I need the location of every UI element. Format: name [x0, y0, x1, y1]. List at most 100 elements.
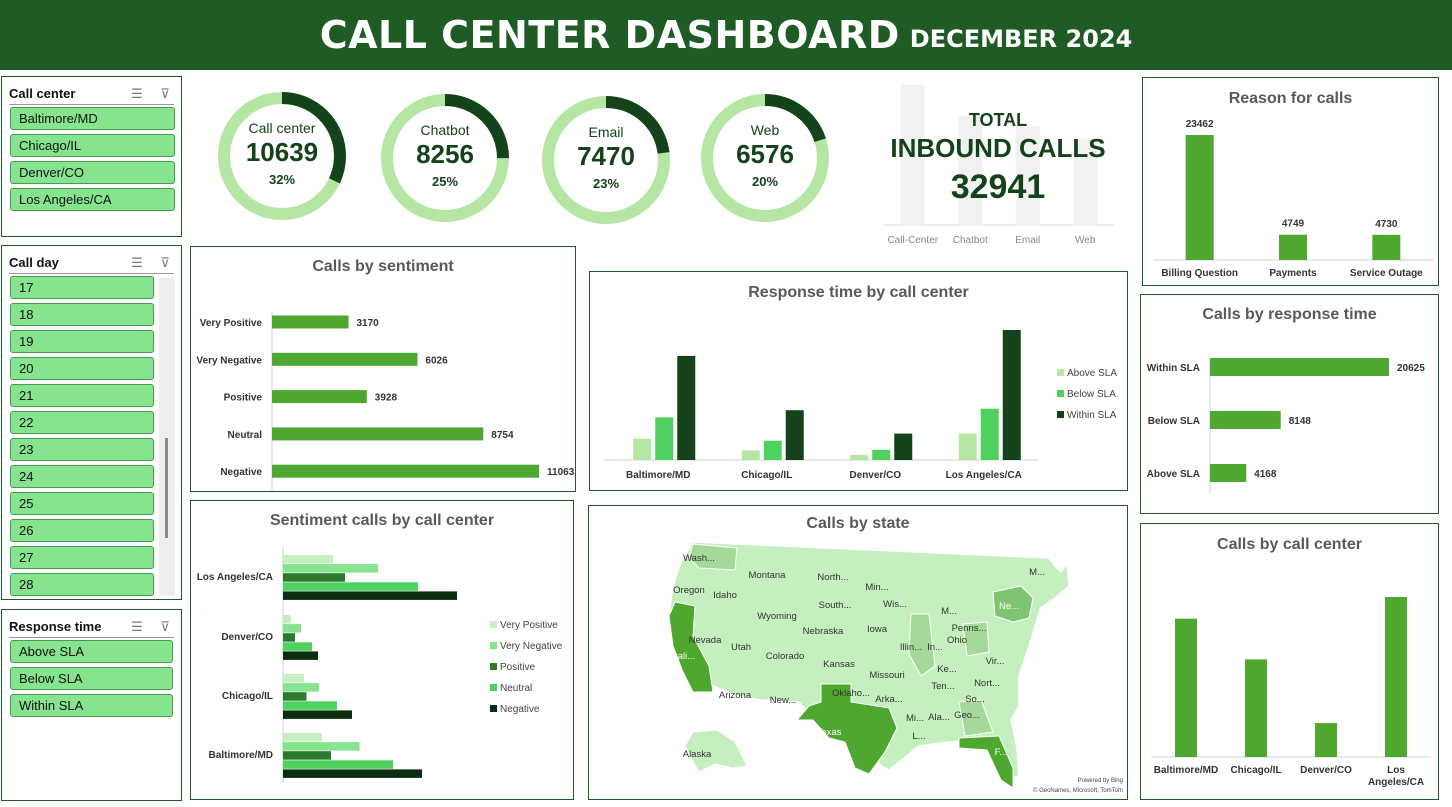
panel-calls-by-center: Calls by call center Baltimore/MD Chicago… [1140, 523, 1439, 800]
state-georgia [958, 699, 994, 737]
state-label: Nebraska [803, 626, 844, 637]
clear-filter-icon[interactable]: ⊽ [160, 618, 170, 634]
slicer-item[interactable]: Denver/CO [10, 161, 175, 184]
state-florida [958, 735, 1014, 789]
state-label: Oklaho... [832, 688, 870, 699]
bar [763, 440, 782, 460]
slicer-item[interactable]: 19 [10, 330, 154, 353]
donut-ring [701, 94, 829, 222]
donut-ring [218, 92, 346, 220]
slicer-item[interactable]: Within SLA [10, 694, 173, 717]
legend-label: Above SLA [1067, 368, 1117, 379]
clear-filter-icon[interactable]: ⊽ [160, 85, 170, 101]
bar [272, 315, 349, 329]
slicer-item[interactable]: 17 [10, 276, 154, 299]
kpi-value: 7470 [577, 141, 635, 171]
slicer-title: Call center [9, 86, 76, 101]
state-label: Wis... [883, 599, 907, 610]
donut-ring [381, 94, 509, 222]
multi-select-icon[interactable]: ☰ [131, 618, 143, 634]
clear-filter-icon[interactable]: ⊽ [160, 254, 170, 270]
data-label: 11063 [547, 467, 575, 478]
tick-label: Below SLA [1148, 416, 1200, 427]
state-label: M... [1029, 567, 1045, 578]
bar [283, 555, 333, 564]
tick-label: Billing Question [1161, 268, 1238, 279]
state-label: Nevada [689, 635, 722, 646]
kpi-percent: 32% [268, 172, 296, 187]
slicer-header: Call center ☰ ⊽ [9, 83, 174, 105]
kpi-label: Call center [248, 120, 316, 136]
scrollbar-thumb[interactable] [165, 438, 168, 538]
tick-label: Positive [224, 393, 263, 404]
slicer-item[interactable]: 20 [10, 357, 154, 380]
bar [272, 427, 484, 441]
state-label: North... [817, 572, 848, 583]
chart-title: Calls by state [806, 515, 910, 532]
chart-title: Response time by call center [748, 284, 969, 301]
bar [272, 464, 539, 478]
multi-select-icon[interactable]: ☰ [131, 254, 143, 270]
slicer-item[interactable]: Below SLA [10, 667, 173, 690]
state-illinois [908, 613, 936, 677]
slicer-scrollbar[interactable] [159, 278, 175, 596]
slicer-item[interactable]: 28 [10, 573, 154, 596]
slicer-item[interactable]: 18 [10, 303, 154, 326]
bar [283, 582, 418, 591]
bar [283, 624, 301, 633]
kpi-label: Chatbot [420, 122, 470, 138]
bar [1210, 358, 1389, 376]
slicer-item[interactable]: 23 [10, 438, 154, 461]
dashboard-title: CALL CENTER DASHBOARD [319, 13, 900, 57]
response-by-center-chart: Baltimore/MD Chicago/IL Denver/CO Los Angel… [604, 330, 1117, 481]
dashboard-subtitle: DECEMBER 2024 [909, 25, 1133, 53]
state-new-york [992, 585, 1034, 623]
state-ohio [962, 621, 990, 657]
tick-label: Denver/CO [221, 632, 273, 643]
bar [283, 615, 291, 624]
bar [1279, 234, 1307, 260]
panel-calls-by-response-time: Calls by response time Within SLA 20625 Be… [1140, 294, 1439, 514]
panel-calls-by-sentiment: Calls by sentiment Very Positive 3170 Very… [190, 246, 576, 492]
legend-label: Below SLA [1067, 389, 1116, 400]
tick-label: Above SLA [1147, 469, 1200, 480]
state-label: Wash... [683, 553, 715, 564]
donut-arc [381, 94, 509, 222]
slicer-item[interactable]: 25 [10, 492, 154, 515]
bar [1175, 618, 1197, 757]
state-label: L... [912, 731, 925, 742]
donut-arc [542, 96, 670, 224]
state-label: Missouri [869, 670, 904, 681]
state-label: Geo... [954, 710, 980, 721]
slicer-item[interactable]: 27 [10, 546, 154, 569]
bar [283, 591, 457, 600]
chart-title: Calls by response time [1202, 306, 1377, 323]
state-texas [795, 683, 898, 775]
legend-label: Positive [500, 662, 535, 673]
slicer-item[interactable]: Los Angeles/CA [10, 188, 175, 211]
slicer-item[interactable]: Chicago/IL [10, 134, 175, 157]
legend-swatch [490, 642, 497, 649]
tick-label: Email [1015, 235, 1040, 246]
bar [283, 733, 322, 742]
slicer-item[interactable]: Baltimore/MD [10, 107, 175, 130]
slicer-item[interactable]: 21 [10, 384, 154, 407]
slicer-item[interactable]: 26 [10, 519, 154, 542]
kpi-value: 10639 [245, 137, 319, 167]
data-label: 3170 [357, 318, 380, 329]
slicer-item[interactable]: 24 [10, 465, 154, 488]
panel-calls-by-state: Calls by state Wash... Montana North... Min… [588, 505, 1128, 800]
tick-label: Denver/CO [1300, 765, 1352, 776]
bar [1210, 464, 1247, 482]
slicer-item[interactable]: Above SLA [10, 640, 173, 663]
kpi-web: Web 6576 20% [699, 92, 831, 224]
multi-select-icon[interactable]: ☰ [131, 85, 143, 101]
slicer-item[interactable]: 22 [10, 411, 154, 434]
bar [283, 710, 352, 719]
legend-swatch [490, 663, 497, 670]
state-label: Ten... [931, 681, 954, 692]
bar [1185, 135, 1214, 260]
tick-label: Chicago/IL [222, 691, 273, 702]
tick-label: Neutral [228, 430, 263, 441]
bar [283, 769, 422, 778]
